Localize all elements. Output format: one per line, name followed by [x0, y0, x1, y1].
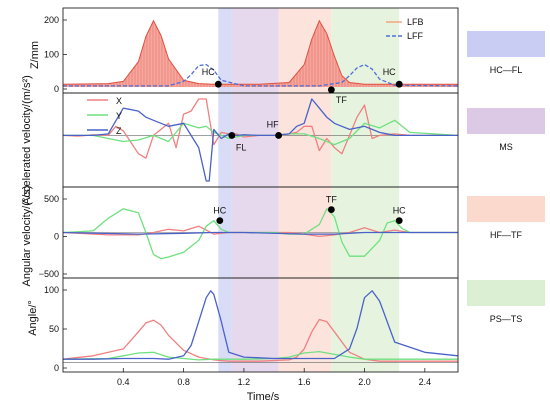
event-marker-hf: [275, 132, 282, 139]
event-marker-fl: [228, 132, 236, 139]
series-line-z: [63, 98, 458, 182]
event-marker-hc: [216, 217, 224, 225]
event-label-tf: TF: [326, 195, 337, 205]
x-tick-label: 1.2: [238, 377, 251, 387]
y-tick-label: 500: [44, 194, 59, 204]
x-tick-label: 2.4: [419, 377, 432, 387]
phase-legend-swatch-1: [467, 31, 545, 57]
panel1-ylabel: Z/mm: [29, 41, 41, 69]
event-marker-hc: [214, 80, 222, 88]
phase-legend-label-2: MS: [499, 142, 513, 152]
phase-band-2: [231, 8, 279, 372]
event-label-tf: TF: [336, 95, 347, 105]
phase-legend-label-1: HC—FL: [490, 65, 523, 75]
phase-legend-label-4: PS—TS: [490, 314, 523, 324]
series-line-x: [62, 318, 458, 362]
y-tick-label: 100: [44, 285, 59, 295]
axis-legend: X Y Z: [87, 96, 122, 136]
phase-band-1: [218, 8, 232, 372]
series-line-y: [63, 119, 459, 146]
series-line-y: [62, 350, 458, 361]
panel-3: 500 0 −500: [39, 186, 459, 279]
event-label-hc: HC: [202, 67, 215, 77]
x-tick-label: 1.6: [298, 377, 311, 387]
y-tick-label: 0: [54, 232, 59, 242]
x-axis: 0.4 0.8 1.2 1.6 2.0 2.4: [117, 368, 431, 387]
event-markers: HC TF HC FL HF HC TF HC: [202, 67, 406, 225]
series-line-z: [62, 231, 458, 235]
phase-legend: HC—FL MS HF—TF PS—TS: [467, 31, 545, 324]
lfb-line: [62, 19, 458, 85]
top-legend: LFB LFF: [386, 17, 424, 41]
y-tick-label: 200: [44, 15, 59, 25]
phase-bands: [218, 8, 400, 372]
legend-x-label: X: [116, 96, 122, 106]
panel-4: 100 50 0: [44, 277, 459, 373]
y-tick-label: −500: [39, 269, 59, 279]
panel2-ylabel: Accelerated velocity/(m/s²): [21, 75, 33, 205]
x-tick-label: 2.0: [358, 377, 371, 387]
panel-frame: [62, 277, 459, 373]
y-tick-label: 50: [49, 324, 59, 334]
phase-band-4: [331, 8, 400, 372]
event-marker-hc: [395, 80, 403, 88]
x-tick-label: 0.4: [117, 377, 130, 387]
x-axis-label: Time/s: [247, 391, 280, 403]
y-tick-label: 0: [54, 363, 59, 373]
panel-2: [62, 92, 459, 188]
event-label-hc: HC: [393, 206, 406, 216]
legend-lfb-label: LFB: [407, 17, 424, 27]
x-tick-label: 0.8: [177, 377, 190, 387]
event-label-hc: HC: [213, 206, 226, 216]
legend-y-label: Y: [116, 111, 122, 121]
phase-legend-swatch-3: [467, 196, 545, 222]
event-marker-tf: [327, 206, 335, 213]
series-line-z: [63, 290, 459, 360]
event-marker-tf: [327, 86, 335, 94]
event-label-hf: HF: [267, 119, 279, 129]
panel4-ylabel: Angle/°: [27, 300, 39, 336]
series-line-x: [62, 98, 458, 159]
phase-legend-swatch-4: [467, 280, 545, 306]
legend-lff-label: LFF: [407, 31, 424, 41]
phase-legend-swatch-2: [467, 108, 545, 134]
panel3-ylabel: Angular velocity/(°/s): [21, 186, 33, 287]
event-label-hc: HC: [383, 67, 396, 77]
y-tick-label: 0: [54, 84, 59, 94]
y-tick-label: 100: [44, 50, 59, 60]
lff-line: [63, 63, 459, 87]
event-marker-hc: [395, 217, 403, 225]
panel2-ylabel-text: Accelerated velocity/(m/s²): [21, 75, 33, 205]
legend-z-label: Z: [116, 126, 122, 136]
phase-legend-label-3: HF—TF: [490, 230, 522, 240]
event-label-fl: FL: [236, 142, 247, 152]
